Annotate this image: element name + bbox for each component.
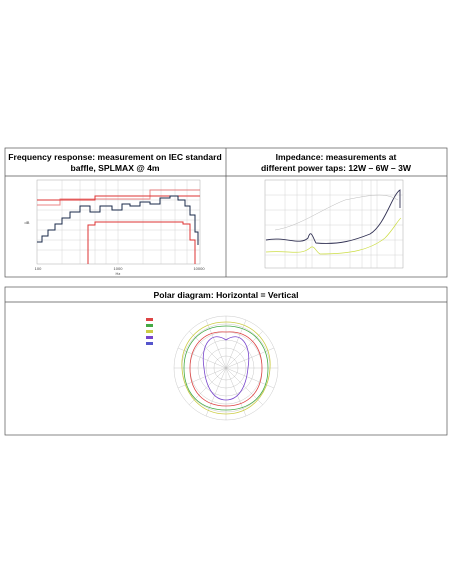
panel-title: Frequency response: measurement on IEC s…: [8, 152, 221, 162]
x-label: 10000: [193, 266, 205, 271]
x-label: 1000: [114, 266, 124, 271]
x-unit: Hz: [116, 271, 121, 276]
x-label: 100: [35, 266, 42, 271]
panel-title: baffle, SPLMAX @ 4m: [70, 163, 159, 173]
impedance-chart: [264, 179, 404, 269]
frequency-chart: 100 1000 10000 Hz dB: [25, 179, 205, 276]
panel-title: Polar diagram: Horizontal = Vertical: [154, 290, 299, 300]
polar-chart: [146, 315, 279, 421]
panel-title: different power taps: 12W – 6W – 3W: [261, 163, 412, 173]
legend: [146, 318, 153, 345]
panel-title: Impedance: measurements at: [276, 152, 397, 162]
y-unit: dB: [25, 220, 30, 225]
table-frame: [4, 286, 448, 436]
